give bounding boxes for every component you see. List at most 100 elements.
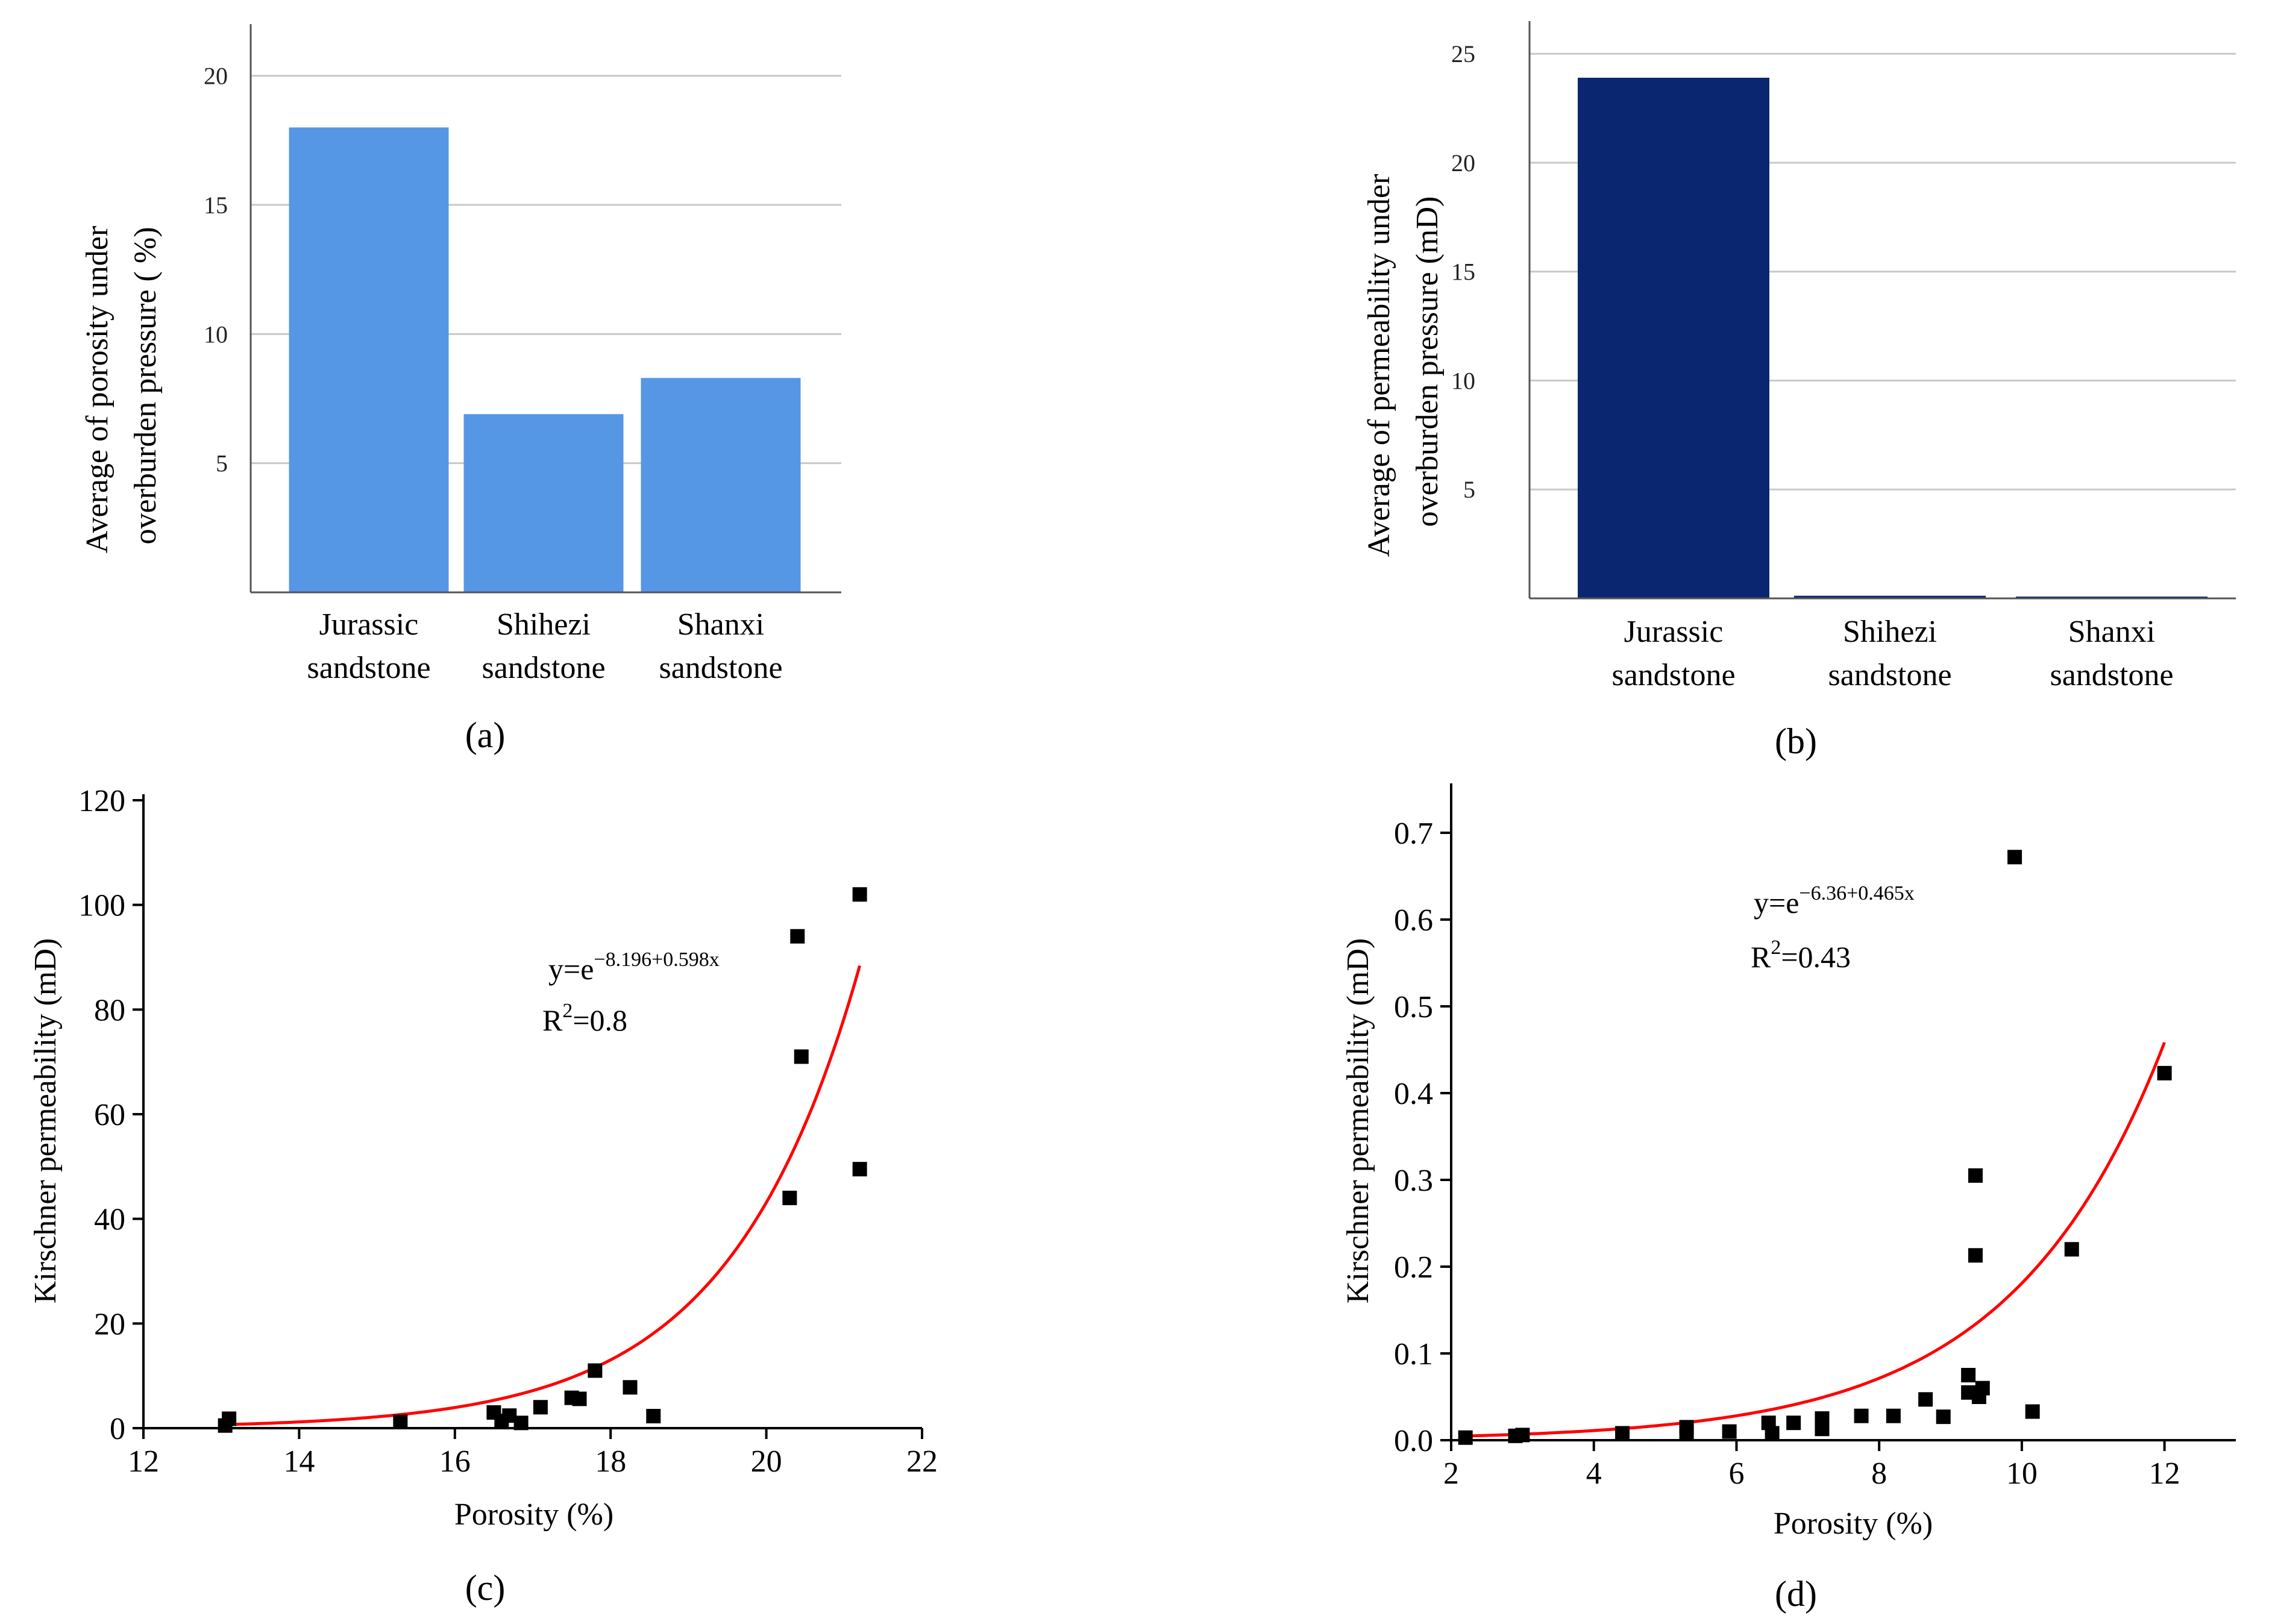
d-y-tick-label: 0.4 (1394, 1077, 1433, 1111)
c-data-points (218, 887, 867, 1433)
c-data-point (782, 1190, 797, 1205)
c-data-point (790, 929, 805, 944)
a-category-label-line: sandstone (659, 651, 782, 685)
a-y-tick-label: 5 (216, 450, 228, 477)
c-y-tick-label: 20 (94, 1307, 125, 1341)
panel-c-scatter-chart: 12 14 16 18 20 22 0 20 40 60 80 100 120 Porosity (%)… (28, 784, 938, 1608)
d-panel-label: (d) (1775, 1574, 1817, 1614)
d-y-tick-label: 0.1 (1394, 1337, 1433, 1372)
c-y-tick-label: 60 (94, 1098, 125, 1132)
d-x-tick-label: 10 (2006, 1456, 2038, 1491)
c-axes: 12 14 16 18 20 22 0 20 40 60 80 100 120 (78, 784, 938, 1479)
b-category-label-line: Jurassic (1624, 615, 1724, 649)
d-data-point (1854, 1408, 1869, 1423)
d-data-point (1786, 1416, 1801, 1431)
d-y-tick-label: 0.3 (1394, 1164, 1433, 1198)
d-data-point (1815, 1422, 1830, 1437)
d-data-point (2025, 1404, 2040, 1419)
d-x-tick-label: 12 (2149, 1456, 2180, 1491)
b-category-label-line: sandstone (1828, 658, 1951, 692)
d-x-tick-label: 8 (1871, 1456, 1887, 1491)
d-y-axis-label: Kirschner permeability (mD) (1341, 938, 1375, 1303)
d-x-axis-label: Porosity (%) (1774, 1506, 1933, 1541)
d-r-squared: R2=0.43 (1751, 936, 1851, 974)
d-data-point (2157, 1065, 2172, 1080)
a-category-label-line: sandstone (482, 651, 605, 685)
d-y-tick-label: 0.2 (1394, 1250, 1433, 1285)
b-category-label-line: Shanxi (2068, 615, 2155, 649)
c-y-tick-label: 120 (78, 784, 125, 818)
d-x-tick-label: 2 (1443, 1456, 1459, 1491)
d-data-points (1458, 850, 2172, 1445)
d-data-point (1679, 1426, 1694, 1441)
c-fit-curve (229, 965, 862, 1426)
d-equation: y=e−6.36+0.465x (1754, 882, 1915, 920)
a-panel-label: (a) (465, 715, 506, 755)
b-category-label-3: Shanxi sandstone (2050, 615, 2173, 692)
a-category-label-line: Jurassic (319, 607, 419, 642)
b-category-label-1: Jurassic sandstone (1611, 615, 1735, 692)
panel-d-scatter-chart: 2 4 6 8 10 12 0.0 0.1 0.2 0.3 0.4 0.5 0.6 0.7 Porosit… (1341, 783, 2236, 1614)
a-y-tick-label: 15 (204, 192, 228, 219)
a-category-label-1: Jurassic sandstone (307, 607, 430, 685)
d-data-point (1968, 1248, 1983, 1263)
d-data-point (1722, 1424, 1737, 1439)
a-category-label-3: Shanxi sandstone (659, 607, 782, 685)
d-data-point (1458, 1430, 1473, 1445)
c-y-tick-label: 0 (110, 1412, 125, 1446)
b-category-label-line: sandstone (1611, 658, 1735, 692)
c-data-point (646, 1409, 661, 1424)
c-data-point (572, 1391, 587, 1406)
c-x-tick-label: 16 (439, 1444, 471, 1479)
b-y-tick-label: 15 (1451, 259, 1475, 286)
b-panel-label: (b) (1775, 721, 1817, 761)
d-fit-curve (1465, 1041, 2166, 1438)
d-data-point (1765, 1426, 1780, 1441)
c-data-point (222, 1411, 237, 1426)
c-x-tick-label: 12 (128, 1444, 159, 1479)
d-data-point (2007, 850, 2022, 865)
d-x-tick-label: 6 (1728, 1456, 1744, 1491)
b-y-tick-label: 5 (1463, 476, 1475, 503)
b-bars (1578, 77, 2207, 599)
a-y-tick-label: 20 (204, 63, 228, 90)
c-x-tick-label: 22 (906, 1444, 938, 1479)
c-x-tick-label: 20 (751, 1444, 782, 1479)
b-y-tick-labels: 5 10 15 20 25 (1451, 40, 1475, 503)
c-x-tick-label: 18 (595, 1444, 626, 1479)
panel-a-bar-chart: 5 10 15 20 Jurassic sandstone Shihezi sandston… (80, 24, 841, 755)
d-data-point (1615, 1426, 1630, 1441)
c-panel-label: (c) (465, 1568, 506, 1608)
d-data-point (1918, 1392, 1933, 1407)
c-y-axis-label: Kirschner permeability (mD) (28, 938, 63, 1303)
c-y-tick-label: 80 (94, 993, 125, 1027)
d-data-point (1961, 1368, 1976, 1382)
d-data-point (1975, 1381, 1990, 1396)
a-category-label-line: Shihezi (497, 607, 591, 642)
d-data-point (1968, 1168, 1983, 1183)
b-bar-1 (1578, 77, 1769, 599)
c-r-squared: R2=0.8 (542, 1000, 627, 1037)
d-y-tick-label: 0.5 (1394, 990, 1433, 1024)
c-data-point (623, 1380, 638, 1395)
c-x-axis-label: Porosity (%) (454, 1497, 613, 1532)
b-y-tick-label: 20 (1451, 149, 1475, 177)
a-category-label-line: Shanxi (677, 607, 764, 642)
c-data-point (393, 1414, 408, 1429)
c-y-tick-label: 40 (94, 1203, 125, 1237)
d-y-tick-label: 0.0 (1394, 1424, 1433, 1458)
b-y-tick-label: 10 (1451, 367, 1475, 394)
c-data-point (852, 887, 867, 902)
b-y-axis-label: Average of permeability under overburden… (1362, 166, 1445, 557)
c-data-point (852, 1162, 867, 1177)
d-data-point (1886, 1408, 1901, 1423)
d-data-point (2064, 1242, 2079, 1257)
b-category-label-2: Shihezi sandstone (1828, 615, 1951, 692)
a-category-label-line: sandstone (307, 651, 430, 685)
d-y-tick-label: 0.6 (1394, 903, 1433, 938)
a-bar-1 (289, 127, 449, 593)
c-data-point (513, 1416, 529, 1431)
d-x-tick-label: 4 (1586, 1456, 1602, 1491)
d-y-tick-label: 0.7 (1394, 817, 1433, 851)
a-category-label-2: Shihezi sandstone (482, 607, 605, 685)
